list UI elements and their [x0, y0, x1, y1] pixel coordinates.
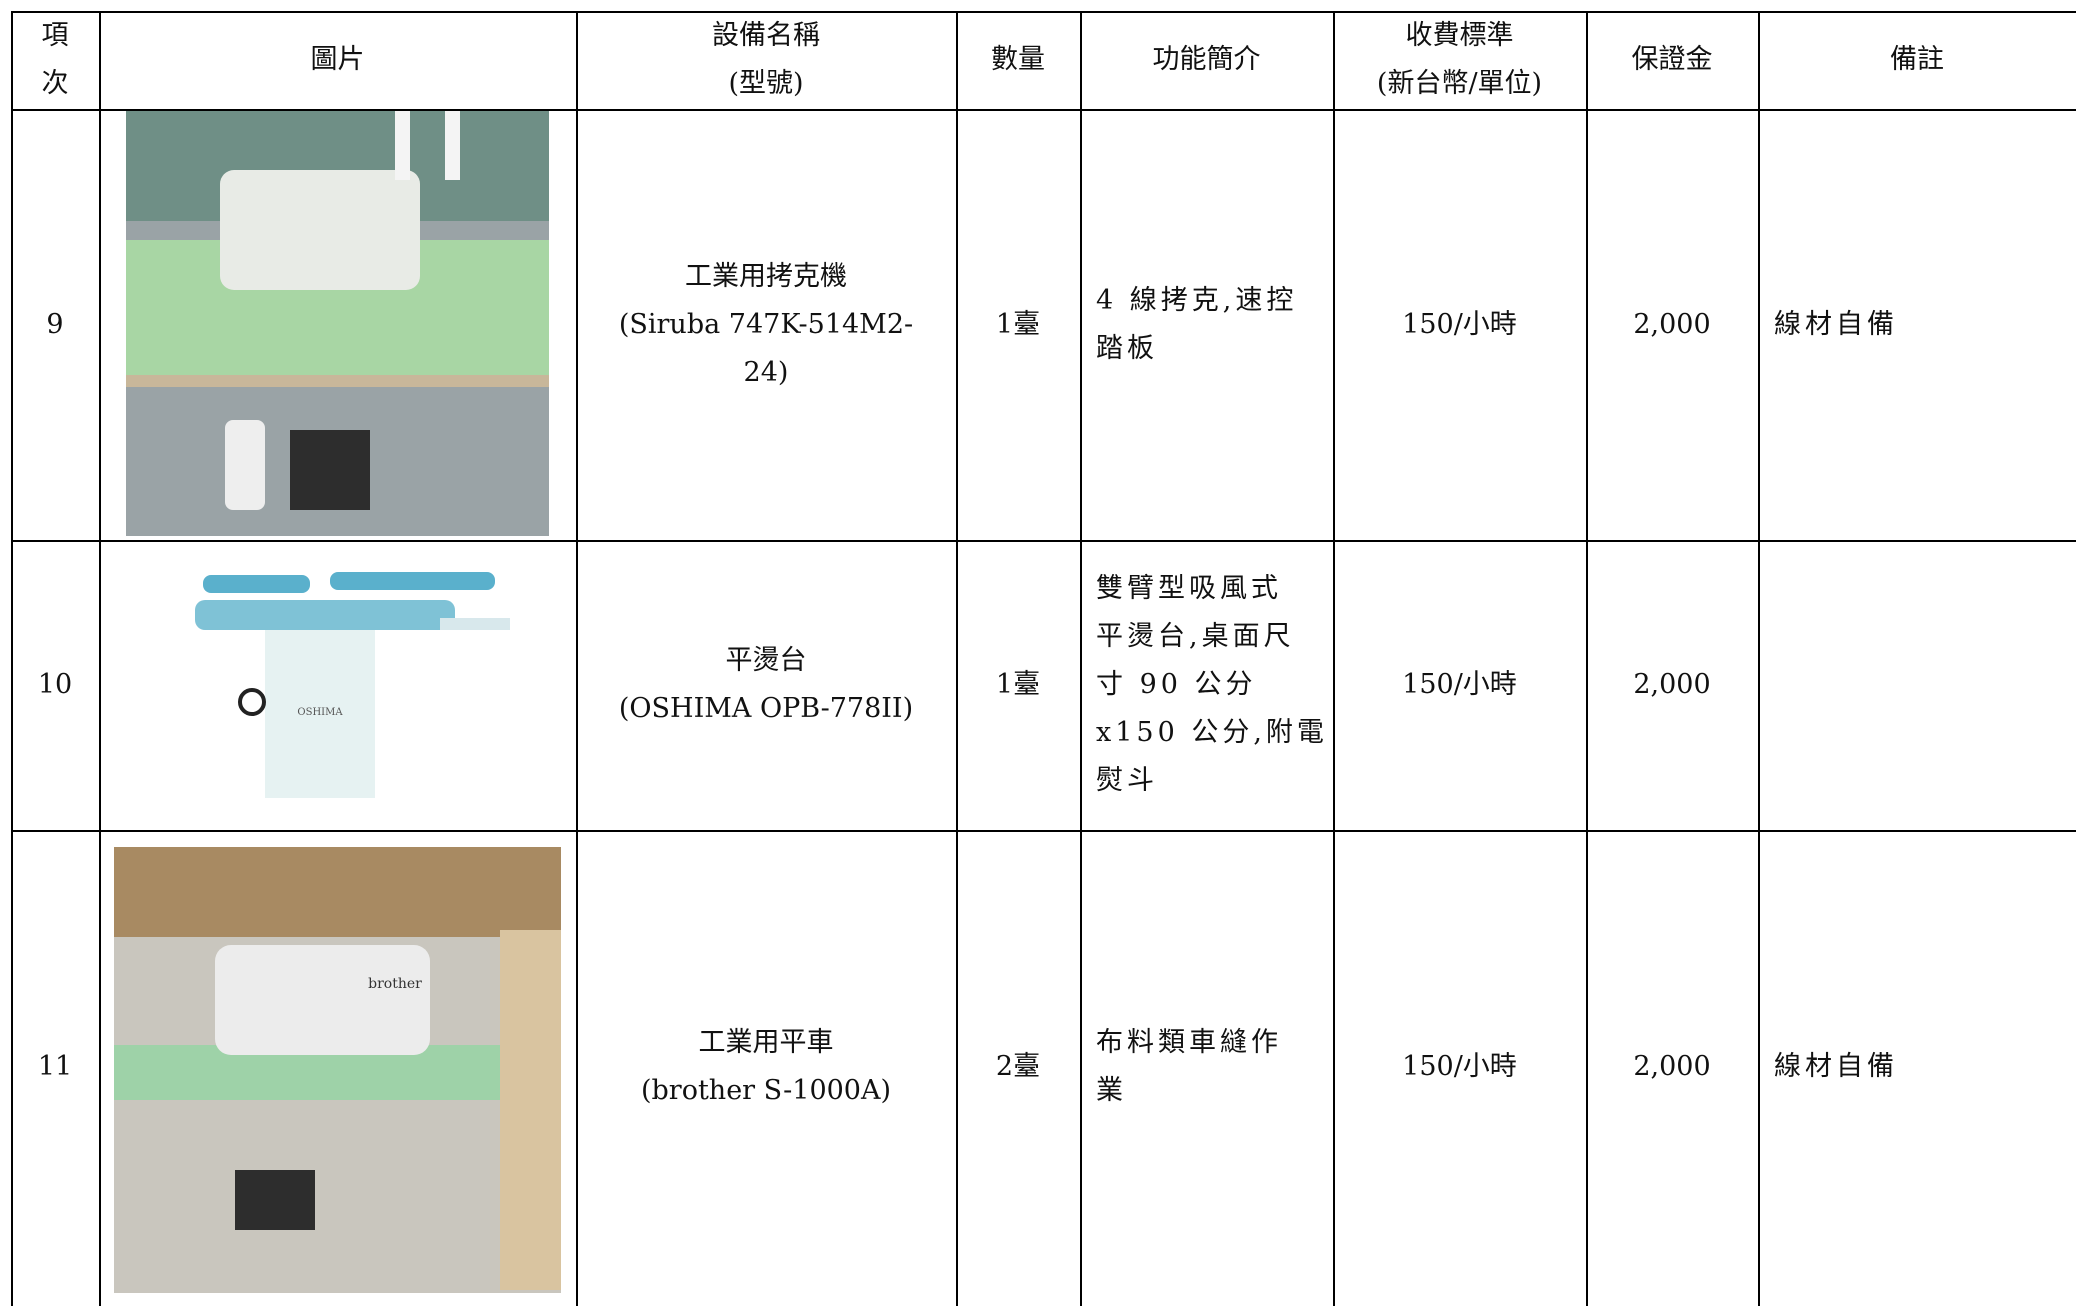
row-rule [11, 11, 2076, 13]
header-cell: 功能簡介 [1080, 11, 1333, 109]
column-rule [576, 11, 578, 1306]
svg-text:OSHIMA: OSHIMA [297, 707, 343, 718]
cell-text: 雙臂型吸風式 [1096, 573, 1282, 604]
row-rule [11, 540, 2076, 542]
svg-text:brother: brother [368, 976, 422, 992]
header-cell: 圖片 [99, 11, 576, 109]
desc-cell: 布料類車縫作業 [1080, 830, 1333, 1304]
cell-text: 數量 [991, 44, 1045, 75]
fee-cell: 150/小時 [1333, 109, 1586, 540]
desc-cell: 4 線拷克,速控 踏板 [1080, 109, 1333, 540]
cell-text: 2,000 [1633, 308, 1711, 340]
header-cell: 備註 [1758, 11, 2076, 109]
cell-text: 設備名稱 [712, 20, 820, 51]
cell-text: 11 [37, 1051, 73, 1082]
row-rule [11, 830, 2076, 832]
cell-text: 熨斗 [1096, 765, 1158, 796]
deposit-cell: 2,000 [1586, 830, 1758, 1304]
cell-text: 布料類車縫作 [1096, 1027, 1282, 1058]
header-cell: 收費標準 (新台幣/單位) [1333, 11, 1586, 109]
cell-text: 備註 [1890, 44, 1944, 75]
note-cell: 線材自備 [1758, 830, 2076, 1304]
cell-text: 線材自備 [1774, 1051, 1898, 1082]
photo-overlock [126, 110, 549, 536]
cell-text: 工業用拷克機 [685, 260, 847, 292]
header-cell: 項次 [11, 11, 99, 109]
deposit-cell: 2,000 [1586, 109, 1758, 540]
cell-text: 4 線拷克,速控 [1096, 284, 1298, 316]
column-rule [956, 11, 958, 1306]
cell-text: 寸 90 公分 [1096, 669, 1257, 700]
cell-text: (新台幣/單位) [1376, 68, 1543, 99]
photo-press: OSHIMA [195, 572, 510, 798]
cell-text: x150 公分,附電 [1096, 717, 1328, 748]
header-cell: 設備名稱 (型號) [576, 11, 956, 109]
column-rule [99, 11, 101, 1306]
cell-text: 2,000 [1633, 1051, 1711, 1082]
cell-text: 10 [37, 669, 73, 700]
header-cell: 保證金 [1586, 11, 1758, 109]
name-cell: 平燙台 (OSHIMA OPB-778II) [576, 540, 956, 830]
cell-text: 業 [1096, 1075, 1127, 1106]
cell-text: 平燙台,桌面尺 [1096, 621, 1295, 652]
qty-cell: 1臺 [956, 109, 1080, 540]
fee-cell: 150/小時 [1333, 540, 1586, 830]
cell-text: 收費標準 [1405, 20, 1514, 51]
cell-text: (Siruba 747K-514M2- [618, 308, 914, 340]
cell-text: 1臺 [995, 669, 1041, 700]
row-rule [11, 109, 2076, 111]
cell-text: 工業用平車 [698, 1027, 834, 1058]
qty-cell: 1臺 [956, 540, 1080, 830]
cell-text: (型號) [728, 68, 804, 99]
photo-sewing: brother [114, 847, 561, 1293]
cell-text: 150/小時 [1402, 669, 1517, 700]
cell-text: 保證金 [1631, 44, 1713, 75]
column-rule [1586, 11, 1588, 1306]
cell-text: 項 [41, 20, 69, 51]
cell-text: 平燙台 [725, 645, 807, 676]
column-rule [1333, 11, 1335, 1306]
cell-text: 24) [743, 356, 789, 388]
header-cell: 數量 [956, 11, 1080, 109]
cell-text: 2,000 [1633, 669, 1711, 700]
cell-text: 1臺 [995, 308, 1041, 340]
cell-text: (brother S-1000A) [640, 1075, 892, 1106]
cell-text: (OSHIMA OPB-778II) [618, 693, 914, 724]
fee-cell: 150/小時 [1333, 830, 1586, 1304]
name-cell: 工業用拷克機 (Siruba 747K-514M2- 24) [576, 109, 956, 540]
qty-cell: 2臺 [956, 830, 1080, 1304]
deposit-cell: 2,000 [1586, 540, 1758, 830]
column-rule [11, 11, 13, 1306]
cell-text: 次 [41, 68, 69, 99]
cell-text: 150/小時 [1402, 308, 1517, 340]
no-cell: 9 [11, 109, 99, 540]
cell-text: 線材自備 [1774, 308, 1898, 340]
cell-text: 圖片 [310, 44, 365, 75]
cell-text: 9 [46, 308, 64, 340]
name-cell: 工業用平車 (brother S-1000A) [576, 830, 956, 1304]
cell-text: 2臺 [995, 1051, 1041, 1082]
cell-text: 踏板 [1096, 332, 1158, 364]
note-cell: 線材自備 [1758, 109, 2076, 540]
desc-cell: 雙臂型吸風式 平燙台,桌面尺寸 90 公分 x150 公分,附電 熨斗 [1080, 540, 1333, 830]
no-cell: 10 [11, 540, 99, 830]
column-rule [1080, 11, 1082, 1306]
cell-text: 功能簡介 [1152, 44, 1261, 75]
no-cell: 11 [11, 830, 99, 1304]
column-rule [1758, 11, 1760, 1306]
cell-text: 150/小時 [1402, 1051, 1517, 1082]
